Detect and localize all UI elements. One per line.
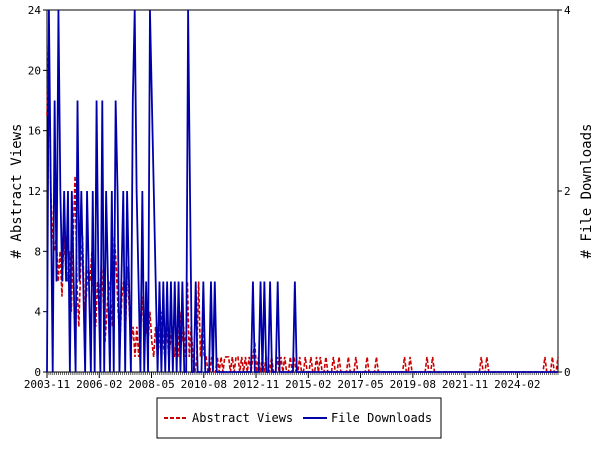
legend-label: File Downloads [331,411,432,425]
x-tick-label: 2015-02 [285,378,331,391]
y-left-tick-label: 8 [34,245,41,258]
x-axis: 2003-11 2006-02 2008-05 2010-08 2012-11 2015-… [24,372,559,391]
y-left-tick-label: 0 [34,366,41,379]
x-tick-label: 2008-05 [128,378,174,391]
y-left-tick-label: 4 [34,306,41,319]
legend-box [156,397,442,439]
y-right-tick-label: 2 [564,185,571,198]
y-axis-right: 0 2 4 [558,4,571,379]
y-axis-left: 0 4 8 12 16 20 24 [28,4,47,379]
legend: Abstract Views File Downloads [156,397,442,439]
y-left-tick-label: 20 [28,64,41,77]
y-left-tick-label: 16 [28,125,41,138]
series-line-file-downloads [46,9,558,373]
y-left-tick-label: 24 [28,4,42,17]
x-tick-label: 2003-11 [24,378,70,391]
y-left-tick-label: 12 [28,185,41,198]
y-right-tick-label: 4 [564,4,571,17]
series-layer [46,9,559,373]
x-tick-label: 2019-08 [390,378,436,391]
legend-label: Abstract Views [192,411,293,425]
x-tick-label: 2010-08 [181,378,227,391]
x-tick-label: 2021-11 [442,378,488,391]
y-axis-right-title: # File Downloads [579,124,595,259]
x-tick-label: 2012-11 [233,378,279,391]
y-right-tick-label: 0 [564,366,571,379]
x-tick-label: 2006-02 [76,378,122,391]
x-tick-label: 2024-02 [494,378,540,391]
y-axis-left-title: # Abstract Views [9,124,25,259]
x-tick-label: 2017-05 [337,378,383,391]
